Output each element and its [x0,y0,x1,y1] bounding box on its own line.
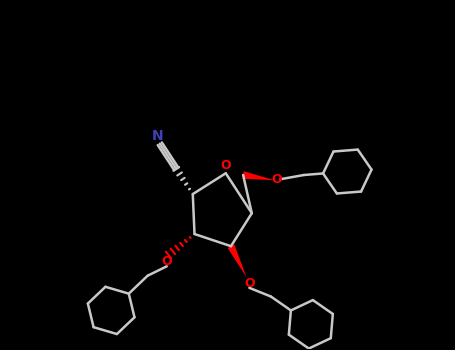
Text: N: N [152,129,164,143]
Text: O: O [244,277,255,290]
Polygon shape [228,244,247,278]
Text: O: O [162,255,172,268]
Text: O: O [272,173,282,186]
Text: O: O [221,159,231,172]
Polygon shape [243,171,274,180]
